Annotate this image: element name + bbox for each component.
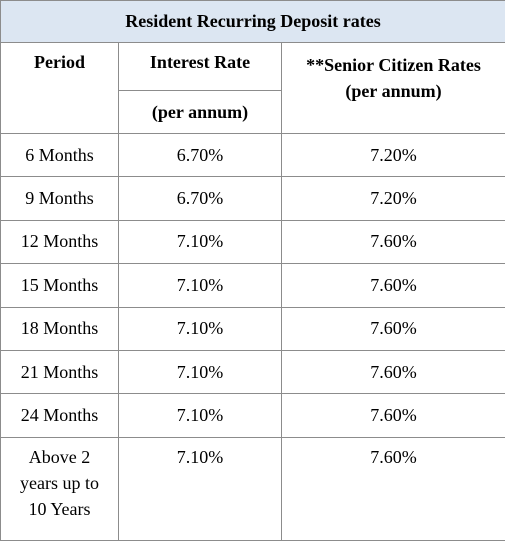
interest-rate-header: Interest Rate	[119, 43, 282, 91]
senior-rate-cell: 7.20%	[282, 134, 505, 177]
senior-rate-cell: 7.20%	[282, 177, 505, 220]
period-cell: 15 Months	[1, 264, 119, 307]
senior-rate-cell: 7.60%	[282, 264, 505, 307]
period-cell: 12 Months	[1, 220, 119, 263]
senior-citizen-rate-header: **Senior Citizen Rates (per annum)	[282, 43, 505, 134]
interest-rate-cell: 7.10%	[119, 264, 282, 307]
table-title: Resident Recurring Deposit rates	[1, 1, 505, 43]
table-row: 18 Months 7.10% 7.60%	[1, 307, 505, 350]
period-cell: 21 Months	[1, 350, 119, 393]
interest-rate-cell: 7.10%	[119, 394, 282, 437]
table-row: 21 Months 7.10% 7.60%	[1, 350, 505, 393]
period-cell: 24 Months	[1, 394, 119, 437]
interest-rate-cell: 6.70%	[119, 134, 282, 177]
senior-rate-cell: 7.60%	[282, 437, 505, 540]
interest-rate-cell: 7.10%	[119, 350, 282, 393]
period-cell: 6 Months	[1, 134, 119, 177]
senior-citizen-rate-subtitle: (per annum)	[282, 78, 505, 104]
period-cell: 9 Months	[1, 177, 119, 220]
senior-rate-cell: 7.60%	[282, 350, 505, 393]
interest-rate-cell: 7.10%	[119, 437, 282, 540]
period-cell: 18 Months	[1, 307, 119, 350]
senior-rate-cell: 7.60%	[282, 307, 505, 350]
table-row: 12 Months 7.10% 7.60%	[1, 220, 505, 263]
interest-rate-cell: 7.10%	[119, 220, 282, 263]
interest-rate-cell: 6.70%	[119, 177, 282, 220]
table-row: 15 Months 7.10% 7.60%	[1, 264, 505, 307]
senior-rate-cell: 7.60%	[282, 220, 505, 263]
table-row: Above 2 years up to 10 Years 7.10% 7.60%	[1, 437, 505, 540]
senior-rate-cell: 7.60%	[282, 394, 505, 437]
interest-rate-cell: 7.10%	[119, 307, 282, 350]
period-header: Period	[1, 43, 119, 134]
rate-rows: 6 Months 6.70% 7.20% 9 Months 6.70% 7.20…	[1, 134, 505, 541]
table-row: 24 Months 7.10% 7.60%	[1, 394, 505, 437]
senior-citizen-rate-title: **Senior Citizen Rates	[282, 52, 505, 78]
period-cell: Above 2 years up to 10 Years	[1, 437, 119, 540]
table-row: 6 Months 6.70% 7.20%	[1, 134, 505, 177]
table-row: 9 Months 6.70% 7.20%	[1, 177, 505, 220]
interest-rate-subtitle: (per annum)	[119, 91, 282, 134]
